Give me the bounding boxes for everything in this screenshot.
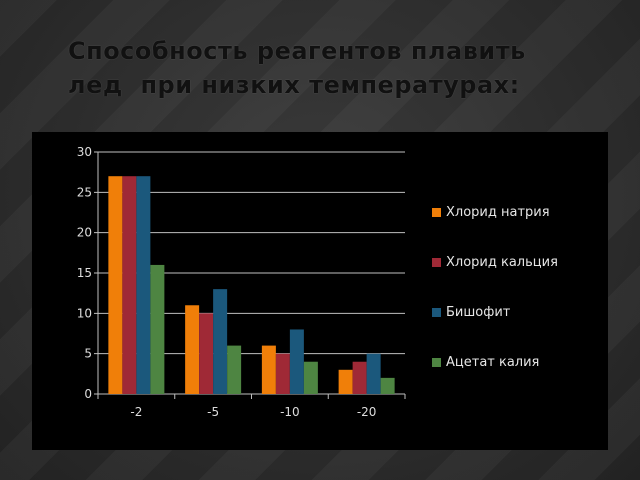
legend-swatch xyxy=(432,207,441,217)
bar-3--10 xyxy=(289,329,304,394)
y-tick-label: 25 xyxy=(77,185,92,199)
slide-title-line-1: Способность реагентов плавить xyxy=(68,37,526,65)
bar-4--2 xyxy=(150,264,165,394)
y-tick-label: 5 xyxy=(84,347,92,361)
bar-3--2 xyxy=(136,176,151,394)
legend-label: Ацетат калия xyxy=(446,354,540,370)
x-tick-label: -10 xyxy=(280,405,300,419)
bar-1--20 xyxy=(338,369,353,394)
legend-item: Ацетат калия xyxy=(432,354,539,370)
legend-label: Бишофит xyxy=(446,304,511,320)
legend-swatch xyxy=(432,357,441,367)
bar-2--10 xyxy=(275,353,290,394)
x-tick-label: -5 xyxy=(207,405,219,419)
bar-2--5 xyxy=(199,313,214,394)
bar-1--2 xyxy=(108,176,123,394)
y-tick-label: 10 xyxy=(77,306,92,320)
y-tick-label: 15 xyxy=(77,266,92,280)
legend-swatch xyxy=(432,257,441,267)
slide-title-line-2: лед при низких температурах: xyxy=(68,71,520,99)
legend-label: Хлорид натрия xyxy=(446,204,550,220)
x-tick-label: -20 xyxy=(357,405,377,419)
y-tick-label: 0 xyxy=(84,387,92,401)
bar-4--5 xyxy=(227,345,242,394)
chart-panel: 0 5 10 15 20 25 30 -2 -5 -10 -20 Хлорид натрия Хлор… xyxy=(32,132,608,450)
y-tick-label: 20 xyxy=(77,226,92,240)
legend-item: Бишофит xyxy=(432,304,510,320)
bar-1--10 xyxy=(261,345,276,394)
legend-item: Хлорид натрия xyxy=(432,204,550,220)
legend-swatch xyxy=(432,307,441,317)
bar-3--5 xyxy=(213,289,228,394)
bar-4--10 xyxy=(303,361,318,394)
bar-2--20 xyxy=(352,361,367,394)
legend-label: Хлорид кальция xyxy=(446,254,558,270)
bar-3--20 xyxy=(366,353,381,394)
bar-4--20 xyxy=(380,377,395,394)
legend-item: Хлорид кальция xyxy=(432,254,558,270)
bar-2--2 xyxy=(122,176,137,394)
bar-chart: 0 5 10 15 20 25 30 -2 -5 -10 -20 xyxy=(77,145,406,419)
y-tick-label: 30 xyxy=(77,145,92,159)
slide-title: Способность реагентов плавить лед при ни… xyxy=(68,34,628,102)
x-tick-label: -2 xyxy=(130,405,142,419)
bar-1--5 xyxy=(185,305,200,394)
